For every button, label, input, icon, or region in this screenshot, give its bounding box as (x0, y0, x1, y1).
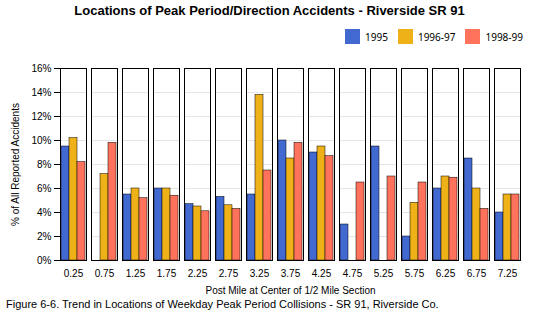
svg-text:2%: 2% (37, 231, 52, 242)
html-text:1995: 1995 (365, 29, 388, 44)
svg-text:1.25: 1.25 (126, 268, 146, 279)
svg-text:3.25: 3.25 (250, 268, 270, 279)
html-text:1998-99: 1998-99 (485, 29, 523, 44)
html-text:Figure 6-6. Trend in Locations: Figure 6-6. Trend in Locations of Weekda… (6, 298, 439, 310)
html-text:Locations of Peak Period/Direc: Locations of Peak Period/Direction Accid… (74, 3, 465, 18)
svg-text:7.25: 7.25 (498, 268, 518, 279)
svg-text:0.25: 0.25 (64, 268, 84, 279)
svg-text:Post Mile at Center of 1/2 Mil: Post Mile at Center of 1/2 Mile Section (205, 285, 375, 296)
svg-text:2.75: 2.75 (219, 268, 239, 279)
svg-text:4.75: 4.75 (343, 268, 363, 279)
svg-text:4.25: 4.25 (312, 268, 332, 279)
svg-text:1.75: 1.75 (157, 268, 177, 279)
svg-text:6.25: 6.25 (436, 268, 456, 279)
svg-text:16%: 16% (31, 63, 51, 74)
svg-text:12%: 12% (31, 111, 51, 122)
svg-text:3.75: 3.75 (281, 268, 301, 279)
svg-text:0%: 0% (37, 255, 52, 266)
svg-text:6%: 6% (37, 183, 52, 194)
svg-text:8%: 8% (37, 159, 52, 170)
svg-text:% of All Reported Accidents: % of All Reported Accidents (10, 103, 21, 226)
svg-text:6.75: 6.75 (467, 268, 487, 279)
svg-text:0.75: 0.75 (95, 268, 115, 279)
svg-text:5.25: 5.25 (374, 268, 394, 279)
svg-text:10%: 10% (31, 135, 51, 146)
html-text:1996-97: 1996-97 (417, 29, 456, 44)
svg-text:5.75: 5.75 (405, 268, 425, 279)
svg-text:2.25: 2.25 (188, 268, 208, 279)
svg-text:4%: 4% (37, 207, 52, 218)
svg-text:14%: 14% (31, 87, 51, 98)
